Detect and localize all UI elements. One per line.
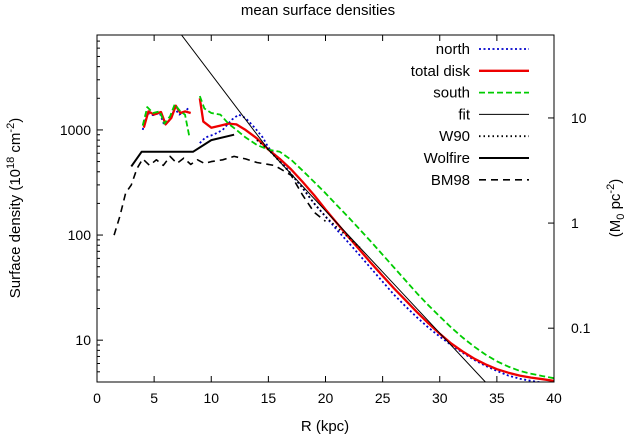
x-tick-label: 10 — [203, 390, 219, 406]
y-tick-label: 100 — [68, 227, 92, 243]
x-tick-label: 5 — [150, 390, 158, 406]
series-line-w90 — [256, 139, 361, 249]
legend-label-south: south — [433, 85, 470, 102]
x-tick-label: 40 — [546, 390, 562, 406]
series-line-south — [198, 95, 554, 380]
y-tick-label: 10 — [75, 332, 91, 348]
series-line-wolfire — [130, 133, 235, 167]
y2-tick-label: 0.1 — [571, 320, 591, 336]
y2-tick-label: 10 — [571, 110, 587, 126]
series-line-north — [199, 113, 546, 382]
plot-frame — [96, 34, 555, 383]
series-line-bm98 — [113, 155, 326, 236]
legend-label-wolfire: Wolfire — [424, 150, 470, 167]
legend-label-bm98: BM98 — [431, 172, 470, 189]
chart-title: mean surface densities — [241, 2, 395, 19]
series-line-total-disk — [198, 98, 554, 382]
y2-axis-label: (M0 pc-2) — [605, 179, 627, 237]
x-tick-label: 15 — [261, 390, 277, 406]
series-layer — [113, 35, 554, 382]
legend-label-fit: fit — [458, 106, 471, 123]
ticks-layer: 0 5 10 15 20 25 30 35 40 10 100 1000 0.1 1 10 — [60, 34, 591, 406]
series-south — [141, 95, 554, 380]
legend: north total disk south fit W90 Wolfire BM98 — [411, 41, 529, 189]
legend-label-total-disk: total disk — [411, 63, 471, 80]
y-tick-label: 1000 — [60, 122, 91, 138]
series-line-south — [141, 103, 191, 138]
x-axis-label: R (kpc) — [301, 418, 349, 435]
series-wolfire — [130, 133, 235, 167]
x-tick-label: 35 — [489, 390, 505, 406]
x-tick-label: 0 — [93, 390, 101, 406]
series-bm98 — [113, 155, 326, 236]
y-axis-label: Surface density (1018 cm-2) — [5, 118, 24, 298]
legend-label-north: north — [436, 41, 470, 58]
series-w90 — [256, 139, 361, 249]
x-tick-label: 30 — [432, 390, 448, 406]
series-north — [141, 106, 546, 382]
legend-label-w90: W90 — [439, 128, 470, 145]
x-tick-label: 20 — [318, 390, 334, 406]
series-line-total-disk — [142, 104, 192, 129]
x-tick-label: 25 — [375, 390, 391, 406]
series-total-disk — [142, 98, 554, 382]
y2-tick-label: 1 — [571, 215, 579, 231]
